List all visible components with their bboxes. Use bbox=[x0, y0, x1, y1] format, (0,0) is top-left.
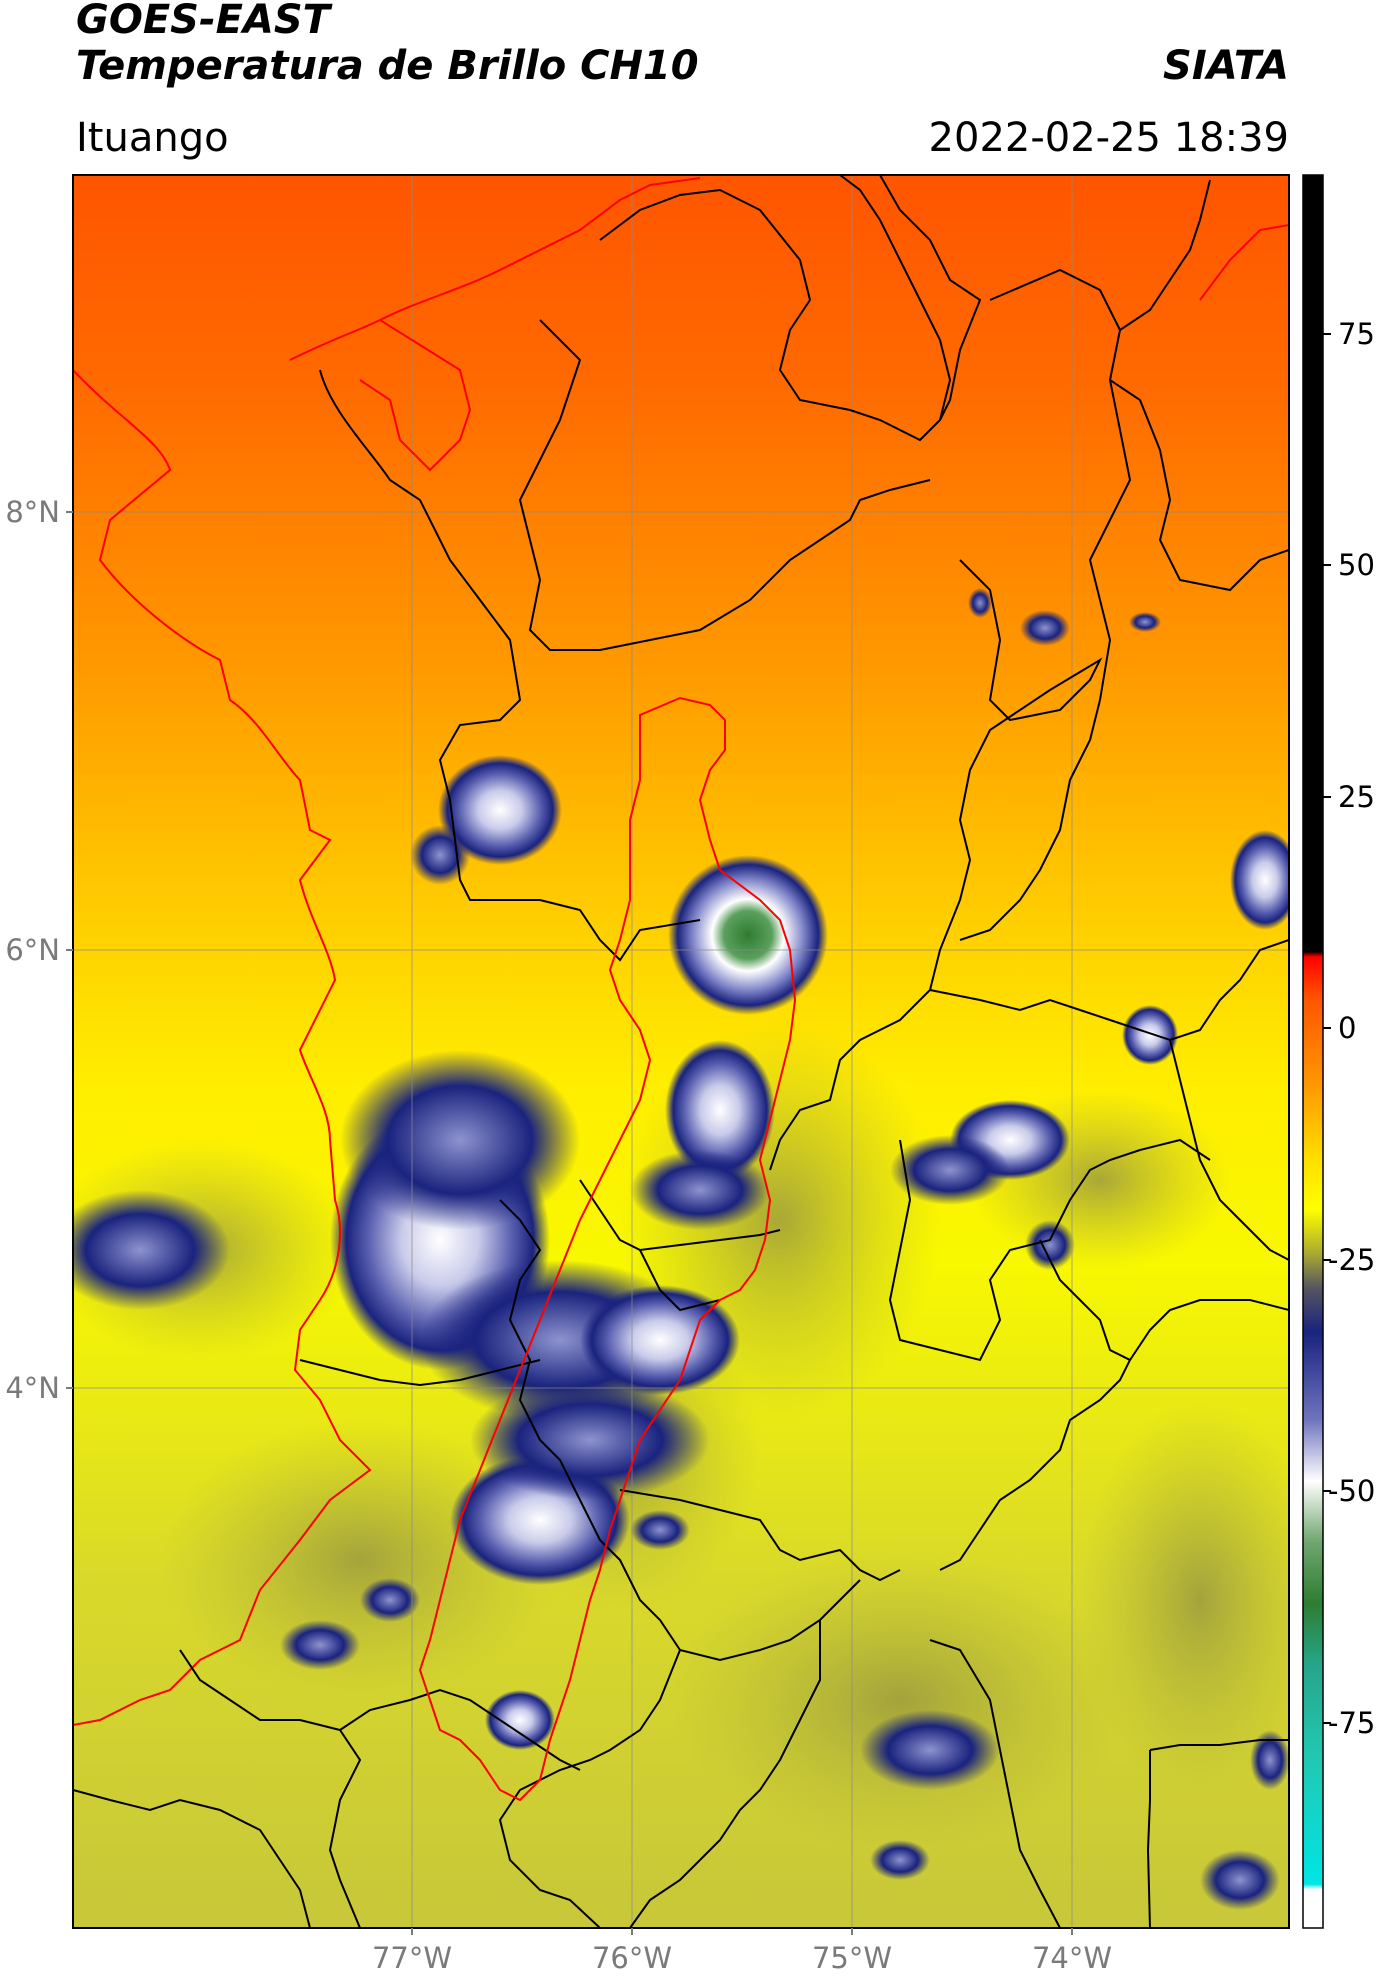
colorbar-tick-minus75: -75 bbox=[1328, 1706, 1375, 1740]
institution-label: SIATA bbox=[1163, 43, 1289, 89]
lon-label-75w: 75°W bbox=[812, 1941, 892, 1975]
lon-label-74w: 74°W bbox=[1032, 1941, 1112, 1975]
colorbar: 75 50 25 0 -25 -50 -75 bbox=[1302, 174, 1375, 1929]
satellite-title: GOES-EAST bbox=[76, 0, 330, 43]
lat-label-8n: 8°N bbox=[5, 495, 60, 529]
latitude-labels: 8°N 6°N 4°N bbox=[5, 495, 73, 1405]
colorbar-tick-75: 75 bbox=[1338, 317, 1375, 351]
lon-label-76w: 76°W bbox=[592, 1941, 672, 1975]
convective-clouds bbox=[73, 588, 1289, 1910]
timestamp-label: 2022-02-25 18:39 bbox=[928, 115, 1289, 161]
colorbar-tick-50: 50 bbox=[1338, 548, 1375, 582]
colorbar-tick-25: 25 bbox=[1338, 780, 1375, 814]
product-title: Temperatura de Brillo CH10 bbox=[76, 43, 699, 89]
coastline bbox=[73, 369, 372, 1726]
map-frame bbox=[72, 174, 1290, 1929]
lon-label-77w: 77°W bbox=[372, 1941, 452, 1975]
admin-borders bbox=[73, 175, 1289, 1928]
colorbar-tick-minus50: -50 bbox=[1328, 1474, 1375, 1508]
colorbar-tick-minus25: -25 bbox=[1328, 1243, 1375, 1277]
colorbar-gradient bbox=[1302, 174, 1324, 1929]
longitude-labels: 77°W 76°W 75°W 74°W bbox=[372, 1928, 1112, 1975]
lat-label-6n: 6°N bbox=[5, 933, 60, 967]
coastline-north bbox=[289, 177, 1289, 472]
lat-label-4n: 4°N bbox=[5, 1371, 60, 1405]
colorbar-tick-0: 0 bbox=[1338, 1011, 1356, 1045]
ituango-basin-outline bbox=[418, 696, 797, 1802]
region-label: Ituango bbox=[76, 115, 229, 161]
gridlines bbox=[73, 175, 1289, 1928]
